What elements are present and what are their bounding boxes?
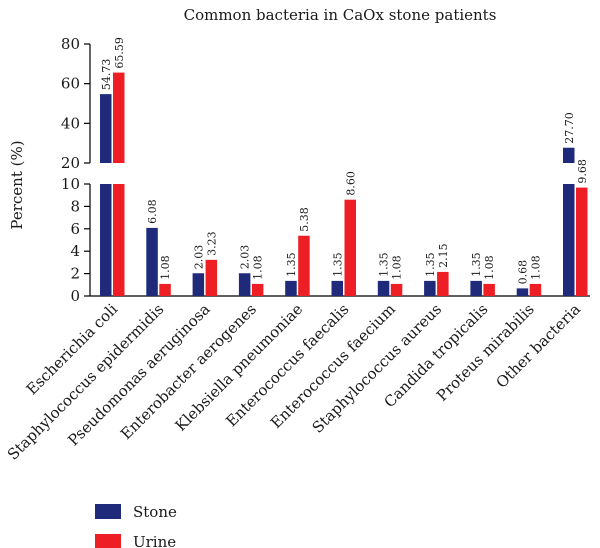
category-label: Other bacteria [492, 300, 584, 392]
y-tick-label: 6 [70, 220, 80, 238]
y-tick-label: 40 [61, 114, 80, 132]
legend-label-stone: Stone [133, 503, 177, 521]
y-tick-label: 80 [61, 35, 80, 53]
axes: 0 2 4 6 8 10 20 40 60 80 [61, 35, 590, 305]
legend-swatch-urine [95, 534, 121, 548]
value-label: 1.35 [285, 252, 298, 277]
bar-urine [390, 283, 403, 296]
bar-urine [205, 259, 218, 296]
legend-swatch-stone [95, 504, 121, 519]
value-label: 1.35 [378, 252, 391, 277]
value-label: 1.35 [424, 252, 437, 277]
value-label: 9.68 [576, 159, 589, 184]
bar-urine [529, 283, 542, 296]
bar-urine [344, 199, 356, 296]
value-label: 5.38 [298, 207, 311, 232]
bar-stone [331, 280, 343, 296]
bar-stone-upper [563, 147, 575, 163]
y-tick-label: 20 [61, 154, 80, 172]
bar-stone [377, 280, 390, 296]
chart-title: Common bacteria in CaOx stone patients [184, 6, 497, 24]
bar-stone [424, 280, 436, 296]
value-label: 3.23 [205, 231, 218, 256]
bar-stone-upper [100, 94, 112, 163]
legend-label-urine: Urine [133, 533, 176, 548]
value-label: 1.08 [159, 255, 172, 280]
bars [100, 72, 588, 296]
value-label: 1.08 [391, 255, 404, 280]
y-tick-label: 60 [61, 75, 80, 93]
bar-stone [238, 273, 251, 296]
y-tick-label: 2 [70, 265, 80, 283]
bar-urine [159, 283, 171, 296]
bar-urine [298, 235, 310, 296]
legend: Stone Urine [95, 503, 177, 548]
bar-stone-lower [100, 184, 112, 296]
y-tick-label: 4 [70, 242, 80, 260]
value-label: 1.35 [470, 252, 483, 277]
value-label: 2.15 [437, 243, 450, 268]
value-label: 0.68 [516, 260, 529, 285]
bar-stone [470, 280, 482, 296]
bar-stone [146, 227, 158, 296]
bar-stone [516, 288, 529, 296]
bar-urine [251, 283, 264, 296]
value-label: 2.03 [192, 245, 205, 270]
value-label: 54.73 [100, 59, 113, 91]
value-label: 1.08 [483, 255, 496, 280]
value-label: 8.60 [344, 171, 357, 196]
y-axis-label: Percent (%) [8, 140, 26, 229]
bar-stone [192, 273, 205, 296]
value-label: 6.08 [146, 199, 159, 224]
y-tick-label: 0 [70, 287, 80, 305]
bar-urine [483, 283, 495, 296]
bar-urine [576, 187, 588, 296]
bar-stone [285, 280, 297, 296]
y-tick-label: 8 [70, 197, 80, 215]
value-label: 1.35 [331, 252, 344, 277]
bar-urine [437, 271, 449, 296]
bar-urine-lower [113, 184, 125, 296]
value-label: 1.08 [252, 255, 265, 280]
value-label: 27.70 [563, 112, 576, 144]
bar-stone-lower [563, 184, 575, 296]
value-label: 1.08 [529, 255, 542, 280]
bar-urine-upper [113, 72, 125, 163]
value-label: 2.03 [239, 245, 252, 270]
value-label: 65.59 [113, 37, 126, 69]
y-tick-label: 10 [61, 175, 80, 193]
